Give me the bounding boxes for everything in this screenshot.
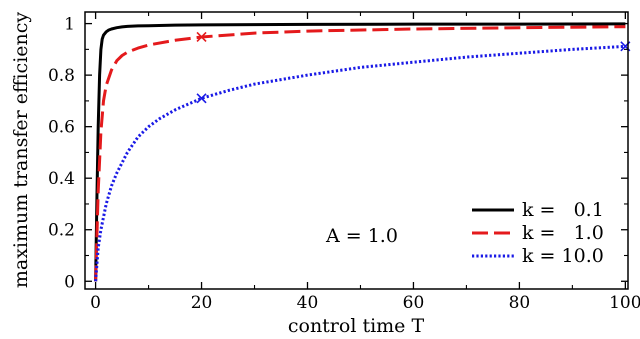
x-tick-label-100: 100	[609, 293, 640, 313]
x-tick-label-20: 20	[191, 293, 213, 313]
legend-label-2: k = 1.0	[522, 222, 604, 244]
series-3-marker-1	[196, 93, 207, 104]
plot-marks	[94, 22, 631, 282]
legend: k = 0.1k = 1.0k = 10.0	[472, 199, 604, 267]
x-tick-label-60: 60	[403, 293, 425, 313]
y-tick-label-1: 1	[64, 15, 75, 35]
x-tick-label-40: 40	[297, 293, 319, 313]
series-line-1	[94, 22, 626, 282]
y-axis-label: maximum transfer efficiency	[10, 12, 32, 289]
x-tick-label-80: 80	[509, 293, 531, 313]
series-line-3	[94, 44, 626, 282]
plot-frame	[84, 11, 629, 290]
y-tick-label-0.2: 0.2	[48, 221, 75, 241]
y-tick-label-0.4: 0.4	[48, 169, 75, 189]
series-line-2	[94, 25, 626, 282]
series-2-marker-1	[196, 31, 207, 43]
legend-label-1: k = 0.1	[522, 199, 604, 221]
legend-label-3: k = 10.0	[522, 245, 604, 267]
axis-ticks: 0 20 40 60 80 100 0 0.2 0.4 0.6 0.8 1	[48, 12, 640, 313]
x-tick-label-0: 0	[90, 293, 101, 313]
y-tick-label-0.8: 0.8	[48, 66, 75, 86]
x-axis-label: control time T	[288, 315, 425, 337]
annotation-amplitude: A = 1.0	[325, 225, 398, 247]
y-tick-label-0.6: 0.6	[48, 118, 75, 138]
y-tick-label-0: 0	[64, 272, 75, 292]
